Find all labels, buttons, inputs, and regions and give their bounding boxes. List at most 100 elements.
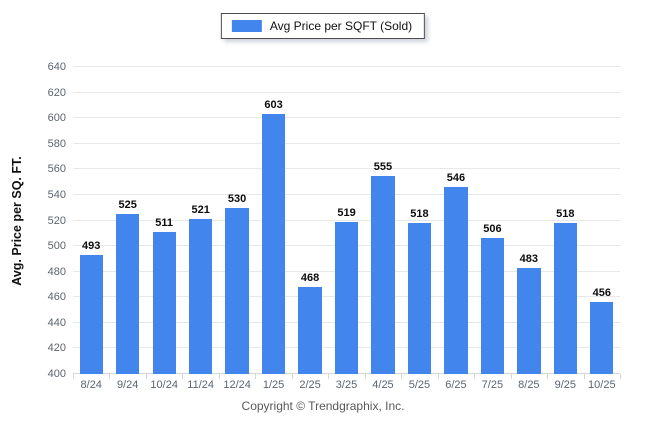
- y-axis-ticks: 400 420 440 460 480 500 520 540 560 580 600 620 640: [33, 61, 73, 380]
- bar-value-label: 511: [155, 217, 174, 230]
- bar-11/24[interactable]: [188, 219, 213, 374]
- y-tick-label: 560: [47, 163, 66, 176]
- x-axis-tick: [510, 374, 512, 379]
- x-axis-labels: 8/24 9/24 10/24 11/24 12/24 1/25 2/25 3/25 4/25 5…: [73, 379, 620, 391]
- bar-8/25[interactable]: [517, 267, 541, 374]
- bar-slot: 546: [438, 67, 474, 374]
- bar-4/25[interactable]: [371, 175, 395, 374]
- legend-label: Avg Price per SQFT (Sold): [269, 19, 413, 33]
- x-axis-tick: [182, 374, 184, 379]
- bar-7/25[interactable]: [480, 238, 505, 374]
- x-axis-tick: [437, 374, 439, 379]
- bar-10/24[interactable]: [152, 232, 176, 374]
- bar-slot: 483: [511, 67, 547, 374]
- x-axis-tick: [583, 374, 585, 379]
- x-tick-label: 3/25: [335, 379, 358, 391]
- bar-8/24[interactable]: [79, 255, 103, 374]
- bar-1/25[interactable]: [261, 114, 286, 374]
- bar-slot: 530: [219, 67, 255, 374]
- bar-slot: 521: [182, 67, 218, 374]
- bar-6/25[interactable]: [444, 187, 468, 374]
- bar-slot: 468: [292, 67, 328, 374]
- bar-value-label: 483: [519, 252, 539, 265]
- bar-9/24[interactable]: [116, 214, 140, 374]
- bar-value-label: 456: [592, 287, 611, 300]
- y-tick-label: 540: [47, 188, 66, 201]
- bar-value-label: 521: [191, 204, 210, 217]
- x-tick-label: 9/25: [554, 379, 577, 391]
- x-tick-label: 6/25: [445, 379, 467, 391]
- x-axis-tick: [474, 374, 476, 379]
- bar-9/25[interactable]: [553, 223, 577, 374]
- x-tick-label: 7/25: [481, 379, 504, 391]
- y-tick-label: 420: [47, 342, 66, 355]
- x-axis-tick: [291, 374, 293, 379]
- x-tick-label: 5/25: [408, 379, 431, 391]
- bar-3/25[interactable]: [334, 221, 359, 374]
- bar-value-label: 525: [118, 199, 137, 212]
- gridline: [73, 168, 620, 170]
- x-axis-tick: [328, 374, 330, 379]
- bar-slot: 518: [547, 67, 583, 374]
- bar-slot: 525: [109, 67, 145, 374]
- legend: Avg Price per SQFT (Sold): [220, 13, 426, 39]
- y-tick-label: 480: [47, 265, 66, 278]
- gridline: [73, 91, 620, 93]
- bar-slot: 511: [146, 67, 182, 374]
- x-tick-label: 12/24: [223, 379, 251, 391]
- legend-swatch-icon: [231, 20, 262, 32]
- bar-value-label: 530: [227, 192, 247, 205]
- bar-slot: 555: [365, 67, 401, 374]
- bar-slot: 518: [401, 67, 437, 374]
- x-tick-label: 1/25: [262, 379, 285, 391]
- bar-slot: 506: [474, 67, 510, 374]
- bar-value-label: 518: [556, 208, 575, 221]
- x-axis-tick: [547, 374, 549, 379]
- y-tick-label: 640: [47, 61, 66, 73]
- bar-value-label: 603: [264, 99, 283, 112]
- x-axis-tick: [218, 374, 220, 379]
- gridline: [73, 66, 620, 67]
- x-tick-label: 9/24: [116, 379, 139, 391]
- x-tick-label: 10/25: [588, 379, 616, 391]
- y-tick-label: 500: [47, 240, 66, 253]
- chart-area: Avg. Price per SQ. FT. 400 420 440 460 480 50…: [0, 61, 621, 391]
- bar-value-label: 555: [373, 160, 393, 173]
- x-axis-tick: [145, 374, 147, 379]
- bar-10/25[interactable]: [590, 302, 614, 374]
- y-tick-label: 580: [47, 137, 66, 150]
- y-tick-label: 600: [47, 112, 66, 125]
- bar-slot: 603: [255, 67, 291, 374]
- y-axis-title: Avg. Price per SQ. FT.: [9, 155, 24, 286]
- x-tick-label: 11/24: [187, 379, 214, 391]
- bar-5/25[interactable]: [407, 223, 432, 374]
- x-tick-label: 8/25: [518, 379, 540, 391]
- plot-area: 493 525 511 521 530 603 468 519 555 518 546 506 483 5…: [73, 66, 621, 379]
- x-tick-label: 8/24: [80, 379, 102, 391]
- bar-value-label: 519: [337, 206, 356, 219]
- gridline: [73, 193, 620, 195]
- x-tick-label: 4/25: [372, 379, 394, 391]
- gridline: [73, 117, 620, 119]
- bar-2/25[interactable]: [298, 287, 322, 374]
- bar-value-label: 518: [410, 208, 429, 221]
- x-axis-tick: [364, 374, 366, 379]
- y-tick-label: 400: [47, 368, 66, 380]
- y-tick-label: 620: [47, 86, 66, 99]
- gridline: [73, 142, 620, 144]
- bars-row: 493 525 511 521 530 603 468 519 555 518 546 506 483 5…: [73, 67, 620, 374]
- copyright-text: Copyright © Trendgraphix, Inc.: [241, 399, 405, 413]
- x-tick-label: 10/24: [150, 379, 178, 391]
- x-axis-tick: [73, 374, 74, 379]
- y-tick-label: 460: [47, 291, 66, 304]
- x-tick-label: 2/25: [299, 379, 321, 391]
- x-axis-tick: [620, 374, 621, 379]
- bar-value-label: 506: [483, 223, 502, 236]
- x-axis-tick: [401, 374, 403, 379]
- x-axis-tick: [109, 374, 111, 379]
- gridline: [73, 219, 620, 221]
- bar-slot: 456: [584, 67, 620, 374]
- bar-12/24[interactable]: [225, 207, 249, 374]
- y-tick-label: 440: [47, 316, 66, 329]
